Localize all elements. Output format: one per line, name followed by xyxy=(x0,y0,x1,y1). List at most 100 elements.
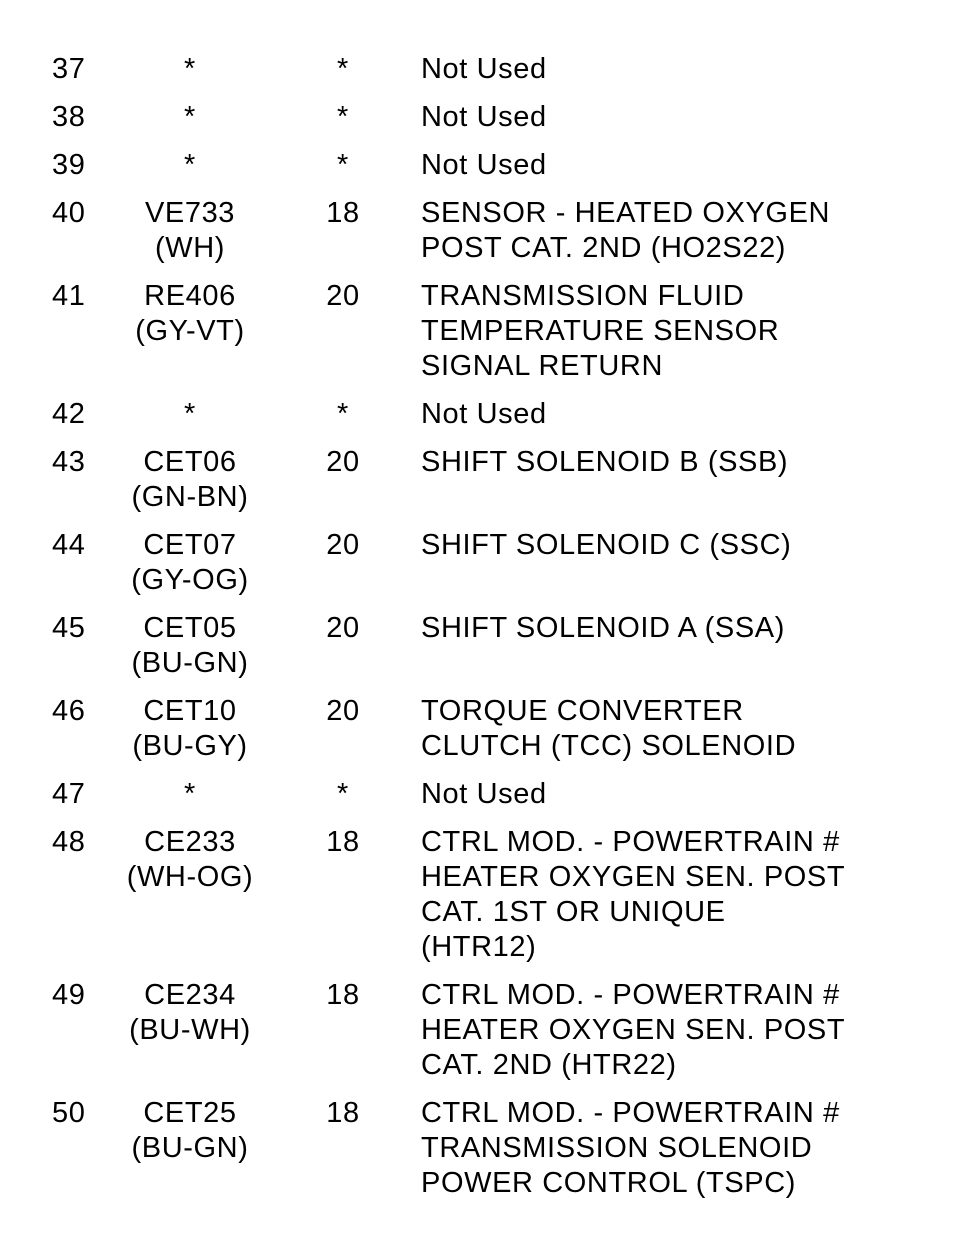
wire-gauge: 20 xyxy=(326,612,360,644)
wire-gauge: 20 xyxy=(326,446,360,478)
circuit-cell: * xyxy=(110,100,270,135)
description-cell: CTRL MOD. - POWERTRAIN # HEATER OXYGEN SE… xyxy=(421,825,941,965)
description-line: SHIFT SOLENOID C (SSC) xyxy=(421,529,792,561)
circuit-cell: * xyxy=(110,397,270,432)
description-line: CTRL MOD. - POWERTRAIN # xyxy=(421,1097,840,1129)
description-cell: SHIFT SOLENOID C (SSC) xyxy=(421,528,941,563)
wire-gauge: 20 xyxy=(326,529,360,561)
circuit-line: * xyxy=(184,101,196,133)
description-cell: TRANSMISSION FLUID TEMPERATURE SENSOR SIGN… xyxy=(421,279,941,384)
description-line: CAT. 1ST OR UNIQUE xyxy=(421,896,726,928)
circuit-line: CET06 xyxy=(143,446,237,478)
table-row: 39 * * Not Used xyxy=(0,148,962,183)
description-cell: SENSOR - HEATED OXYGEN POST CAT. 2ND (HO2… xyxy=(421,196,941,266)
description-line: CAT. 2ND (HTR22) xyxy=(421,1049,677,1081)
description-line: CTRL MOD. - POWERTRAIN # xyxy=(421,979,840,1011)
table-row: 37 * * Not Used xyxy=(0,52,962,87)
description-cell: CTRL MOD. - POWERTRAIN # TRANSMISSION SOL… xyxy=(421,1096,941,1201)
circuit-line: (BU-GY) xyxy=(132,730,248,762)
circuit-line: CE233 xyxy=(144,826,236,858)
pin-number: 50 xyxy=(52,1097,86,1129)
wire-gauge: 18 xyxy=(326,1097,360,1129)
pin-number: 38 xyxy=(52,101,86,133)
description-cell: Not Used xyxy=(421,397,941,432)
circuit-cell: * xyxy=(110,52,270,87)
circuit-line: * xyxy=(184,398,196,430)
pin-number: 37 xyxy=(52,53,86,85)
circuit-line: (GN-BN) xyxy=(131,481,249,513)
wire-gauge: * xyxy=(337,778,349,810)
description-line: HEATER OXYGEN SEN. POST xyxy=(421,1014,846,1046)
circuit-line: CET10 xyxy=(143,695,237,727)
description-cell: TORQUE CONVERTER CLUTCH (TCC) SOLENOID xyxy=(421,694,941,764)
table-row: 49 CE234 (BU-WH) 18 CTRL MOD. - POWERTRAIN #… xyxy=(0,978,962,1083)
description-line: SENSOR - HEATED OXYGEN xyxy=(421,197,831,229)
circuit-line: * xyxy=(184,53,196,85)
wire-gauge: 18 xyxy=(326,979,360,1011)
circuit-cell: CET25 (BU-GN) xyxy=(110,1096,270,1166)
pin-number: 49 xyxy=(52,979,86,1011)
circuit-line: RE406 xyxy=(144,280,236,312)
wire-gauge: 18 xyxy=(326,197,360,229)
description-line: TRANSMISSION SOLENOID xyxy=(421,1132,813,1164)
pinout-table: 37 * * Not Used 38 * * Not Used 39 * * Not Used 40 VE… xyxy=(0,52,962,1214)
circuit-line: (BU-GN) xyxy=(131,647,249,679)
pin-number: 39 xyxy=(52,149,86,181)
circuit-line: CET25 xyxy=(143,1097,237,1129)
circuit-line: CET05 xyxy=(143,612,237,644)
table-row: 41 RE406 (GY-VT) 20 TRANSMISSION FLUID TEMPER… xyxy=(0,279,962,384)
description-cell: Not Used xyxy=(421,148,941,183)
table-row: 40 VE733 (WH) 18 SENSOR - HEATED OXYGEN POST … xyxy=(0,196,962,266)
circuit-line: (BU-GN) xyxy=(131,1132,249,1164)
circuit-cell: * xyxy=(110,777,270,812)
circuit-cell: RE406 (GY-VT) xyxy=(110,279,270,349)
circuit-cell: * xyxy=(110,148,270,183)
description-line: CLUTCH (TCC) SOLENOID xyxy=(421,730,797,762)
description-line: TORQUE CONVERTER xyxy=(421,695,744,727)
table-row: 45 CET05 (BU-GN) 20 SHIFT SOLENOID A (SSA) xyxy=(0,611,962,681)
circuit-cell: CET06 (GN-BN) xyxy=(110,445,270,515)
table-row: 38 * * Not Used xyxy=(0,100,962,135)
circuit-line: * xyxy=(184,778,196,810)
description-line: Not Used xyxy=(421,53,547,85)
description-line: (HTR12) xyxy=(421,931,537,963)
wire-gauge: * xyxy=(337,101,349,133)
wire-gauge: * xyxy=(337,149,349,181)
description-line: HEATER OXYGEN SEN. POST xyxy=(421,861,846,893)
wire-gauge: * xyxy=(337,53,349,85)
description-line: Not Used xyxy=(421,778,547,810)
circuit-cell: CET10 (BU-GY) xyxy=(110,694,270,764)
wire-gauge: 20 xyxy=(326,280,360,312)
circuit-cell: VE733 (WH) xyxy=(110,196,270,266)
pin-number: 42 xyxy=(52,398,86,430)
description-line: Not Used xyxy=(421,149,547,181)
circuit-cell: CE233 (WH-OG) xyxy=(110,825,270,895)
wire-gauge: 20 xyxy=(326,695,360,727)
description-line: Not Used xyxy=(421,101,547,133)
description-line: POST CAT. 2ND (HO2S22) xyxy=(421,232,787,264)
circuit-line: CET07 xyxy=(143,529,237,561)
description-line: SHIFT SOLENOID B (SSB) xyxy=(421,446,789,478)
description-cell: SHIFT SOLENOID A (SSA) xyxy=(421,611,941,646)
description-line: TRANSMISSION FLUID xyxy=(421,280,745,312)
table-row: 43 CET06 (GN-BN) 20 SHIFT SOLENOID B (SSB) xyxy=(0,445,962,515)
pin-number: 45 xyxy=(52,612,86,644)
table-row: 46 CET10 (BU-GY) 20 TORQUE CONVERTER CLUTCH (… xyxy=(0,694,962,764)
circuit-line: (WH) xyxy=(154,232,226,264)
circuit-line: (GY-OG) xyxy=(131,564,249,596)
table-row: 42 * * Not Used xyxy=(0,397,962,432)
pin-number: 40 xyxy=(52,197,86,229)
pin-number: 41 xyxy=(52,280,86,312)
pin-number: 46 xyxy=(52,695,86,727)
circuit-cell: CET05 (BU-GN) xyxy=(110,611,270,681)
description-line: TEMPERATURE SENSOR xyxy=(421,315,780,347)
description-line: SHIFT SOLENOID A (SSA) xyxy=(421,612,785,644)
pin-number: 48 xyxy=(52,826,86,858)
description-cell: CTRL MOD. - POWERTRAIN # HEATER OXYGEN SE… xyxy=(421,978,941,1083)
description-cell: Not Used xyxy=(421,52,941,87)
circuit-line: CE234 xyxy=(144,979,236,1011)
circuit-line: (BU-WH) xyxy=(129,1014,251,1046)
description-cell: Not Used xyxy=(421,777,941,812)
wire-gauge: 18 xyxy=(326,826,360,858)
pin-number: 47 xyxy=(52,778,86,810)
